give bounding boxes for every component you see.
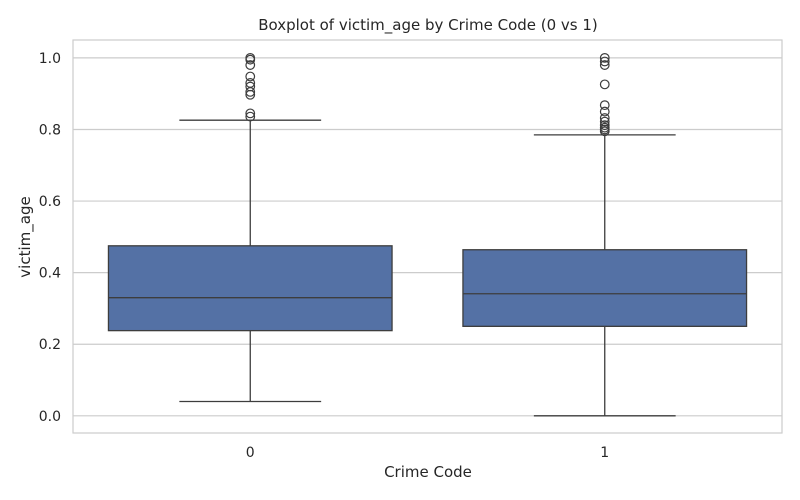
outlier-point — [599, 56, 610, 67]
outlier-point — [245, 78, 256, 88]
outlier-point — [245, 111, 256, 122]
outlier-point — [599, 122, 610, 133]
y-tick-label: 0.6 — [39, 194, 61, 210]
outlier-point — [599, 106, 610, 117]
grid-lines — [73, 57, 782, 417]
chart-title: Boxplot of victim_age by Crime Code (0 v… — [258, 16, 598, 35]
y-tick-label: 1.0 — [39, 51, 61, 67]
outlier-point — [245, 52, 256, 63]
y-tick-label: 0.0 — [39, 409, 61, 425]
y-tick-labels: 0.0 0.2 0.4 0.6 0.8 1.0 — [39, 51, 61, 425]
outlier-point — [245, 108, 256, 119]
outlier-point — [599, 60, 610, 70]
outlier-point — [599, 113, 610, 123]
outlier-point — [599, 52, 610, 63]
boxes-layer — [107, 52, 748, 417]
y-axis-label: victim_age — [16, 196, 35, 277]
outlier-point — [599, 100, 610, 111]
y-tick-label: 0.4 — [39, 266, 61, 282]
box-group-0 — [107, 52, 393, 403]
y-tick-label: 0.8 — [39, 122, 61, 138]
outlier-point — [245, 60, 256, 70]
outlier-point — [599, 79, 610, 90]
iqr-box — [107, 245, 393, 332]
outlier-point — [599, 116, 610, 127]
outlier-point — [599, 120, 610, 131]
x-tick-label: 1 — [600, 445, 609, 461]
x-tick-label: 0 — [246, 445, 255, 461]
outlier-point — [245, 81, 256, 92]
box-group-1 — [462, 52, 748, 417]
outlier-point — [245, 71, 256, 82]
x-axis-label: Crime Code — [384, 463, 472, 481]
iqr-box — [462, 249, 748, 327]
plot-area-frame — [72, 39, 783, 434]
y-tick-label: 0.2 — [39, 337, 61, 353]
